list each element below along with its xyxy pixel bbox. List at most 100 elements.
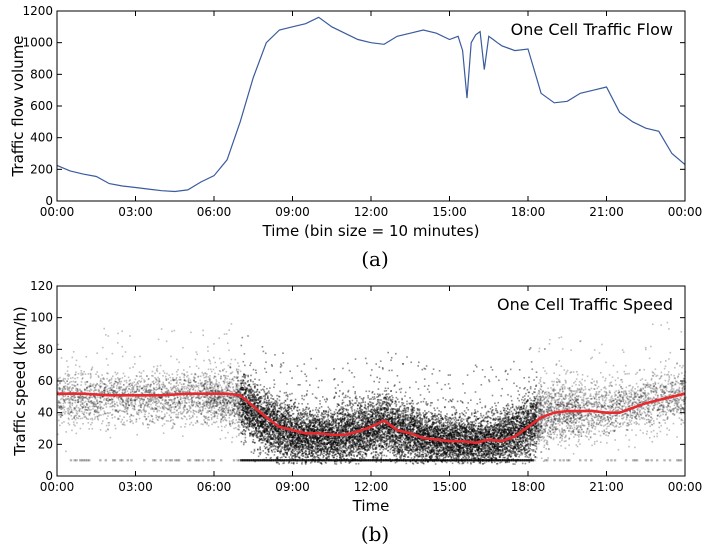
speed-point: [89, 373, 92, 376]
speed-point: [273, 386, 275, 389]
speed-point: [86, 389, 89, 392]
speed-point: [114, 416, 116, 418]
speed-point: [276, 461, 278, 464]
speed-point: [119, 381, 121, 383]
speed-point: [192, 416, 194, 418]
speed-point: [67, 401, 70, 404]
speed-point: [215, 399, 218, 401]
speed-point: [123, 384, 125, 386]
speed-point: [260, 407, 263, 410]
speed-point: [102, 346, 104, 349]
speed-point: [136, 375, 138, 378]
speed-point: [173, 379, 176, 381]
speed-point: [184, 405, 186, 407]
speed-point: [153, 398, 155, 400]
speed-point: [158, 380, 161, 382]
speed-point: [199, 383, 202, 385]
speed-point: [235, 369, 238, 372]
speed-point: [189, 381, 192, 384]
speed-point: [77, 372, 80, 375]
speed-point: [87, 418, 89, 420]
speed-point: [213, 400, 215, 402]
speed-point: [177, 402, 179, 404]
speed-point: [249, 405, 251, 408]
speed-point: [182, 406, 185, 409]
speed-point: [273, 405, 276, 408]
speed-point: [200, 413, 203, 415]
speed-point: [238, 409, 240, 412]
speed-point: [133, 405, 135, 407]
speed-point: [62, 407, 65, 409]
speed-point: [300, 454, 303, 457]
speed-point: [196, 416, 198, 418]
speed-point: [139, 399, 142, 401]
speed-point: [207, 424, 210, 427]
speed-point: [227, 431, 229, 434]
speed-point: [60, 398, 62, 401]
speed-point: [269, 387, 271, 389]
speed-point: [225, 395, 228, 397]
speed-point: [132, 388, 135, 391]
speed-point: [136, 413, 139, 415]
speed-point: [208, 358, 210, 361]
speed-point: [72, 376, 74, 379]
speed-point: [284, 423, 286, 425]
speed-point: [71, 429, 73, 432]
speed-point: [140, 404, 142, 406]
speed-point: [236, 383, 238, 385]
speed-point: [70, 411, 73, 413]
speed-point: [57, 404, 60, 407]
speed-point: [141, 398, 143, 400]
speed-point: [253, 426, 256, 428]
speed-point: [69, 411, 72, 414]
speed-point: [264, 367, 266, 370]
speed-point: [104, 403, 107, 405]
speed-point: [133, 405, 135, 407]
speed-point: [196, 404, 198, 407]
speed-point: [203, 403, 205, 405]
speed-point: [299, 443, 302, 445]
speed-point: [205, 379, 208, 382]
speed-point: [178, 401, 180, 403]
speed-point: [156, 409, 159, 412]
speed-point: [234, 376, 236, 379]
speed-point: [210, 368, 212, 371]
speed-point: [77, 400, 80, 403]
speed-point: [213, 395, 216, 398]
speed-point: [299, 434, 302, 437]
speed-point: [141, 398, 143, 400]
speed-point: [136, 388, 139, 391]
speed-point: [247, 374, 249, 377]
speed-point: [137, 383, 139, 385]
speed-point: [205, 388, 208, 391]
speed-point: [81, 398, 83, 400]
speed-point: [284, 418, 287, 420]
speed-point: [187, 387, 190, 390]
speed-point: [161, 391, 164, 394]
speed-point: [165, 379, 168, 381]
speed-point: [211, 406, 213, 409]
speed-point: [145, 418, 148, 420]
speed-point: [81, 395, 84, 397]
speed-point: [177, 413, 179, 416]
speed-point: [188, 388, 191, 391]
speed-point: [141, 387, 143, 390]
speed-point: [135, 418, 138, 420]
speed-point: [214, 402, 217, 404]
speed-point: [203, 384, 205, 386]
speed-point: [94, 396, 96, 398]
speed-point: [183, 387, 186, 390]
speed-point: [137, 397, 140, 399]
speed-point: [93, 410, 96, 413]
speed-point: [210, 389, 212, 391]
speed-point: [213, 377, 215, 379]
speed-point: [155, 400, 157, 403]
speed-point: [64, 385, 67, 387]
speed-point: [214, 361, 216, 364]
speed-point: [211, 390, 213, 393]
speed-point: [103, 410, 106, 413]
speed-point: [91, 417, 93, 420]
speed-point: [83, 401, 86, 404]
speed-point: [126, 400, 128, 403]
